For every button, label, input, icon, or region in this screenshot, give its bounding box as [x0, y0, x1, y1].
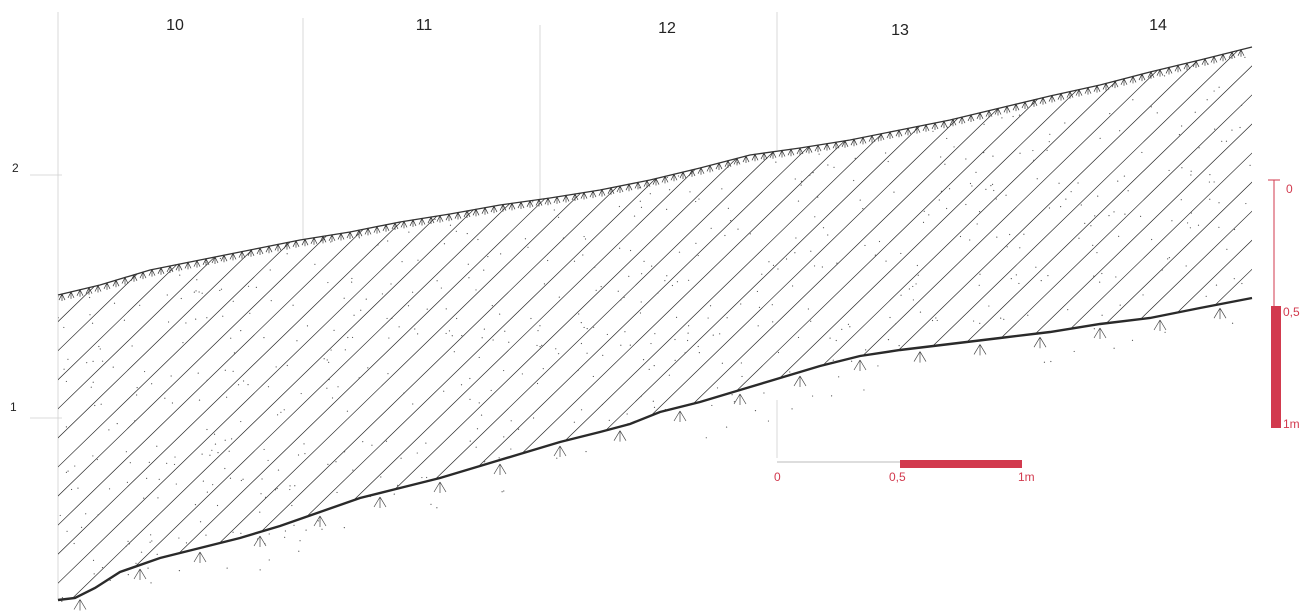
horizontal-scale-label-half: 0,5	[889, 470, 906, 484]
vegetation-marks	[58, 48, 1245, 302]
elevation-labels: 2 1	[10, 161, 19, 414]
column-label-13: 13	[891, 22, 909, 39]
lower-boundary-line	[57, 296, 1253, 602]
horizontal-scale-label-0: 0	[774, 470, 781, 484]
horizontal-scale-bar: 0 0,5 1m	[774, 460, 1035, 484]
boundary-root-marks	[73, 307, 1227, 611]
elevation-label-2: 2	[12, 161, 19, 175]
ground-surface-line	[57, 46, 1253, 296]
elevation-label-1: 1	[10, 400, 17, 414]
column-label-14: 14	[1149, 17, 1167, 34]
column-labels: 10 11 12 13 14	[166, 17, 1167, 39]
horizontal-scale-label-1m: 1m	[1018, 470, 1035, 484]
stippled-subsoil	[61, 298, 1252, 612]
vertical-scale-label-0: 0	[1286, 182, 1293, 196]
vertical-scale-label-1m: 1m	[1283, 417, 1300, 431]
column-label-10: 10	[166, 17, 184, 34]
column-label-11: 11	[416, 17, 433, 34]
grid-lines	[30, 12, 778, 600]
horizontal-scale-filled-segment	[900, 460, 1022, 468]
column-label-12: 12	[658, 20, 676, 37]
vertical-scale-label-half: 0,5	[1283, 305, 1300, 319]
vertical-scale-bar: 0 0,5 1m	[1268, 179, 1300, 431]
vertical-scale-filled-segment	[1271, 306, 1281, 428]
